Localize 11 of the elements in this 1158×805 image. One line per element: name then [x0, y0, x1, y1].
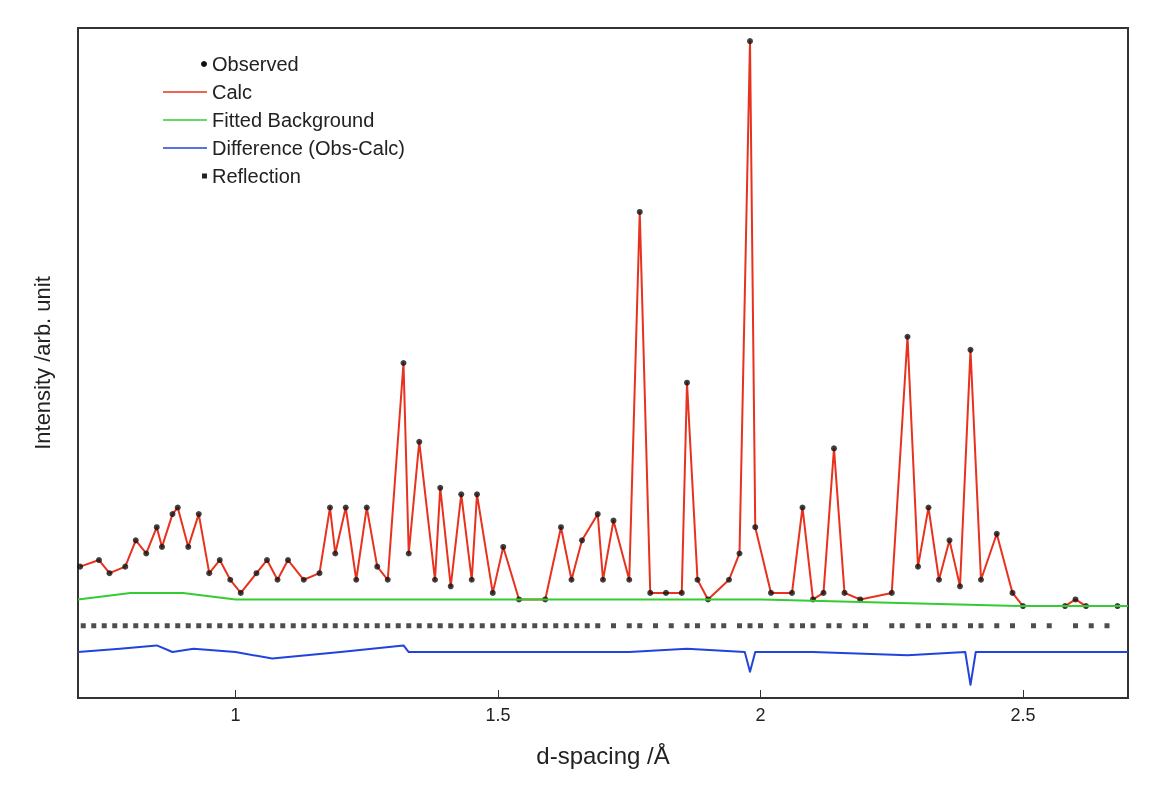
legend-label: Calc	[212, 81, 253, 103]
x-tick-label: 1.5	[485, 705, 511, 725]
legend-label: Reflection	[212, 165, 301, 187]
legend-label: Difference (Obs-Calc)	[212, 137, 406, 159]
legend-label: Observed	[212, 53, 299, 75]
x-tick-label: 1	[230, 705, 241, 725]
x-tick-label: 2.5	[1010, 705, 1036, 725]
legend-label: Fitted Background	[212, 109, 375, 131]
x-tick-label: 2	[755, 705, 766, 725]
y-axis-title: Intensity /arb. unit	[29, 276, 55, 450]
x-axis-title: d-spacing /Å	[536, 741, 670, 769]
